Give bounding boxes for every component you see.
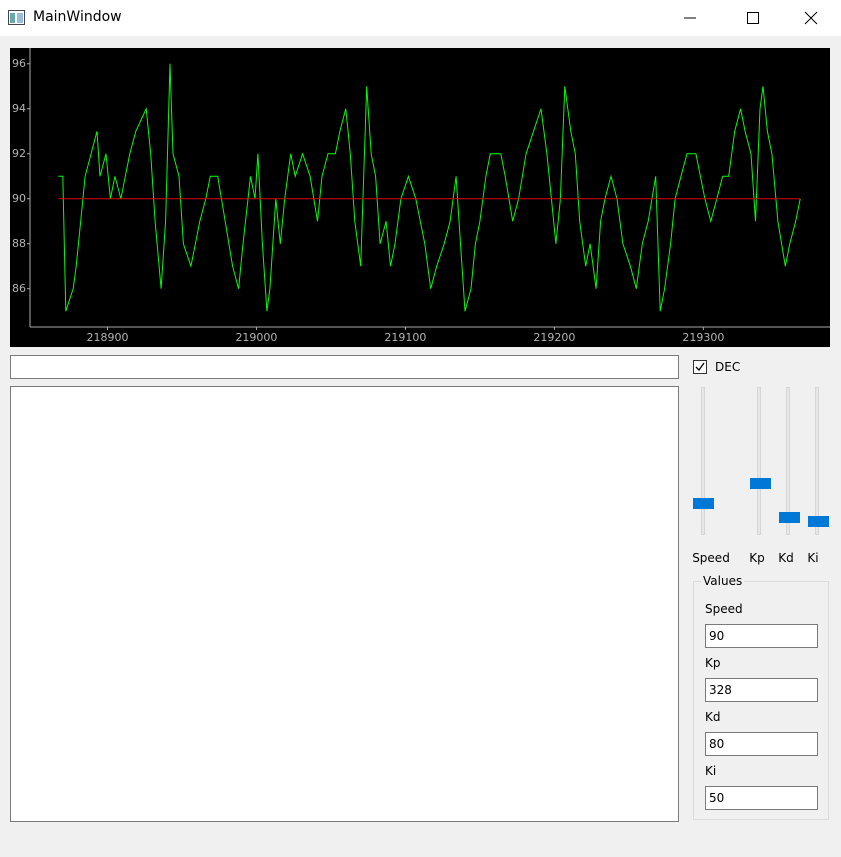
y-tick-label: 86 bbox=[12, 282, 26, 295]
x-tick-label: 219300 bbox=[682, 331, 724, 344]
plot: 86 88 90 92 94 96 218900 219000 219100 219200 2193… bbox=[10, 48, 830, 347]
group-title: Values bbox=[701, 574, 745, 588]
dec-checkbox[interactable] bbox=[693, 360, 707, 374]
slider-handle[interactable] bbox=[693, 498, 714, 509]
slider-handle[interactable] bbox=[808, 516, 829, 527]
window-title: MainWindow bbox=[33, 9, 122, 25]
slider-label: Kd bbox=[778, 551, 794, 565]
slider-track bbox=[757, 387, 761, 535]
field-label: Speed bbox=[705, 602, 743, 616]
text-area[interactable] bbox=[10, 386, 679, 822]
field-input[interactable]: 80 bbox=[705, 732, 818, 756]
x-tick-label: 218900 bbox=[86, 331, 128, 344]
close[interactable] bbox=[804, 11, 818, 25]
values-group bbox=[693, 581, 829, 820]
y-tick-label: 94 bbox=[12, 102, 26, 115]
maximize[interactable] bbox=[747, 12, 759, 24]
app-icon bbox=[8, 10, 25, 25]
field-input[interactable]: 328 bbox=[705, 678, 818, 702]
x-tick-label: 219200 bbox=[533, 331, 575, 344]
slider-handle[interactable] bbox=[779, 512, 800, 523]
field-label: Ki bbox=[705, 764, 717, 778]
slider-label: Ki bbox=[807, 551, 819, 565]
x-tick-label: 219000 bbox=[235, 331, 277, 344]
data-line bbox=[58, 63, 801, 312]
field-label: Kp bbox=[705, 656, 721, 670]
slider-track bbox=[701, 387, 705, 535]
field-input[interactable]: 50 bbox=[705, 786, 818, 810]
slider-label: Speed bbox=[692, 551, 730, 565]
slider-handle[interactable] bbox=[750, 478, 771, 489]
slider-label: Kp bbox=[749, 551, 765, 565]
slider-track bbox=[786, 387, 790, 535]
field-input[interactable]: 90 bbox=[705, 624, 818, 648]
checkbox-label: DEC bbox=[715, 360, 741, 374]
y-tick-label: 96 bbox=[12, 57, 26, 70]
slider-track bbox=[815, 387, 819, 535]
x-tick-label: 219100 bbox=[384, 331, 426, 344]
y-tick-label: 90 bbox=[12, 192, 26, 205]
plot-background bbox=[10, 48, 830, 347]
y-tick-label: 92 bbox=[12, 147, 26, 160]
field-label: Kd bbox=[705, 710, 721, 724]
line-edit[interactable] bbox=[10, 355, 679, 379]
title-bar: MainWindow bbox=[0, 0, 841, 36]
check-mark bbox=[695, 362, 705, 372]
y-tick-label: 88 bbox=[12, 237, 26, 250]
window-buttons bbox=[684, 11, 818, 25]
